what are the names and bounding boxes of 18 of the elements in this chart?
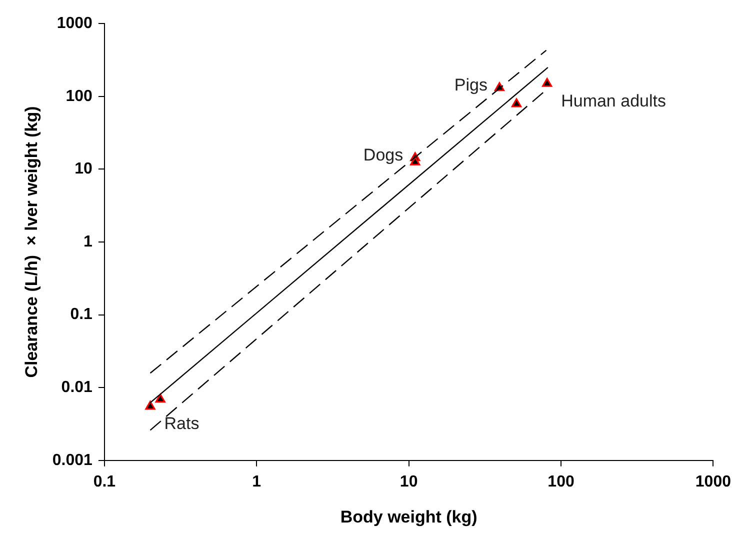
- annotation: Dogs: [363, 146, 404, 165]
- x-tick-label: 100: [548, 473, 574, 490]
- x-tick-label: 0.1: [93, 473, 116, 490]
- y-tick-label: 1: [84, 233, 93, 250]
- annotation: Human adults: [561, 91, 666, 110]
- y-tick-label: 10: [74, 160, 93, 178]
- y-tick-label: 100: [66, 88, 93, 105]
- x-tick-label: 1: [252, 473, 262, 490]
- annotation: Pigs: [454, 76, 488, 95]
- x-axis-title: Body weight (kg): [340, 507, 478, 526]
- y-axis-title: Clearance (L/h) × lver weight (kg): [22, 106, 41, 378]
- x-tick-label: 10: [400, 473, 418, 490]
- y-tick-label: 0.1: [70, 306, 93, 324]
- y-tick-label: 0.01: [61, 379, 93, 396]
- y-tick-label: 0.001: [52, 452, 93, 469]
- annotation: Rats: [164, 414, 200, 434]
- y-tick-label: 1000: [56, 15, 93, 32]
- x-tick-label: 1000: [695, 473, 732, 490]
